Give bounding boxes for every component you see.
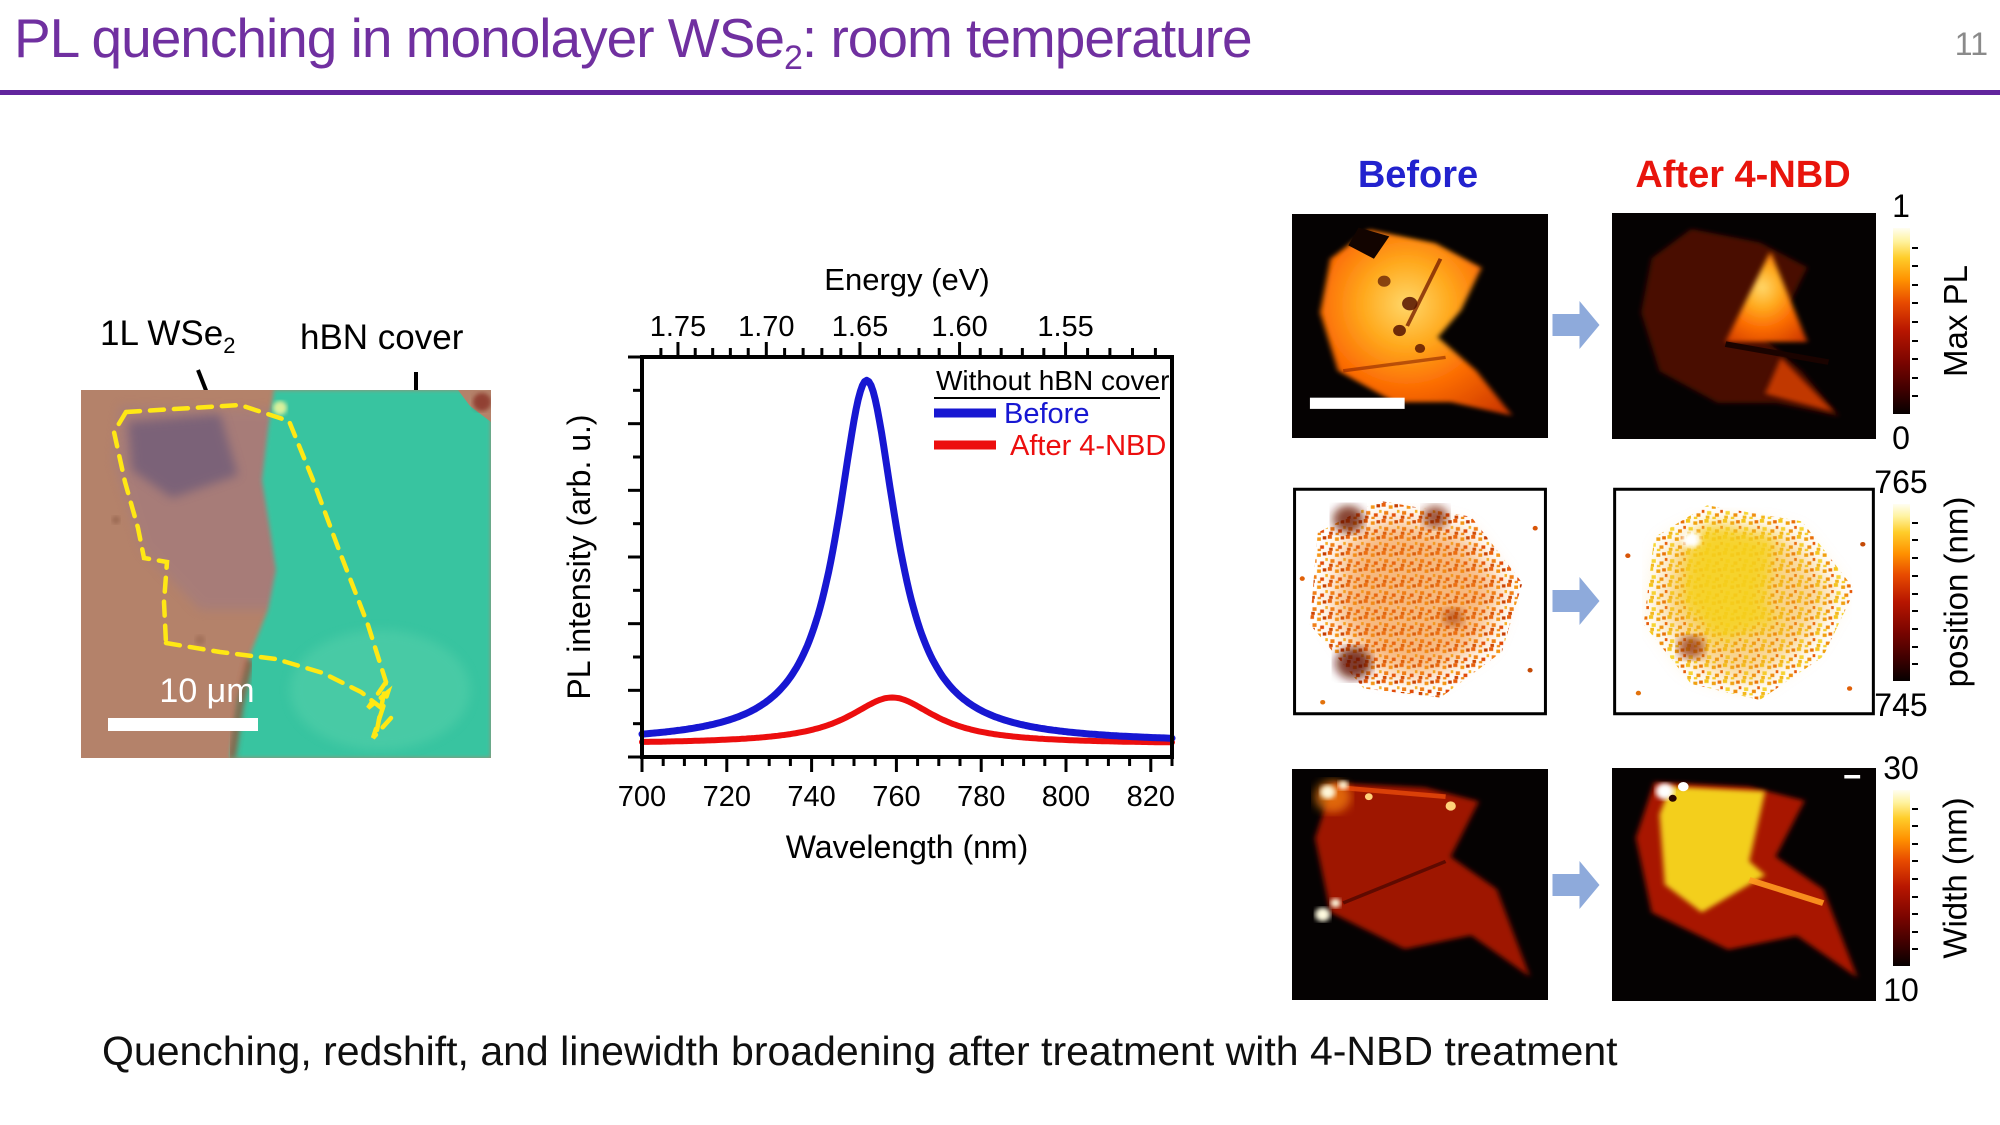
colorbar-tick: [1912, 339, 1918, 342]
colorbar-min-value: 745: [1874, 687, 1928, 723]
map-scale-bar: [1309, 397, 1405, 409]
y-axis-title: PL intensity (arb. u.): [561, 414, 597, 699]
colorbar-tick: [1912, 842, 1918, 845]
map-width-after: [1612, 768, 1876, 1001]
energy-tick-label: 1.75: [650, 311, 706, 343]
scale-bar-label: 10 μm: [159, 672, 255, 710]
flake-label: 1L WSe2: [100, 314, 236, 358]
colorbar-tick: [1912, 895, 1918, 898]
wavelength-tick-label: 720: [703, 781, 751, 813]
scale-bar: [108, 718, 258, 731]
colorbar-tick: [1912, 265, 1918, 268]
optical-micrograph-panel: 1L WSe2 hBN cover: [80, 310, 492, 762]
micrograph-image: [81, 369, 491, 758]
colorbar-tick: [1912, 592, 1918, 595]
transition-arrow-icon: [1552, 301, 1600, 349]
top-axis-title: Energy (eV): [824, 262, 989, 297]
energy-tick-label: 1.65: [832, 311, 888, 343]
cover-label: hBN cover: [300, 318, 464, 357]
colorbar-min-value: 10: [1883, 972, 1919, 1008]
colorbar-tick: [1912, 627, 1918, 630]
series-after-4-nbd: [639, 694, 1175, 746]
colorbar-tick: [1912, 825, 1918, 828]
energy-tick-label: 1.55: [1037, 311, 1093, 343]
x-axis-tick-labels: 700 720 740 760 780 800 820: [618, 781, 1175, 813]
x-axis-title: Wavelength (nm): [786, 829, 1028, 865]
colorbar-max-value: 1: [1892, 188, 1910, 224]
colorbar-tick: [1912, 930, 1918, 933]
page-title: PL quenching in monolayer WSe2: room tem…: [14, 7, 1253, 77]
map-maxpl-before: [1292, 214, 1548, 438]
series-before: [638, 376, 1176, 742]
colorbar-tick: [1912, 557, 1918, 560]
plot-frame: [640, 355, 1174, 759]
map-position-after: [1612, 487, 1876, 716]
energy-tick-label: 1.70: [738, 311, 794, 343]
map-maxpl-after: [1612, 213, 1876, 439]
colorbar-max-value: 30: [1883, 750, 1919, 786]
top-axis-tick-labels: 1.75 1.70 1.65 1.60 1.55: [650, 311, 1094, 343]
colorbar-tick: [1912, 860, 1918, 863]
spectrum-curves: [638, 376, 1176, 746]
colorbar-tick: [1912, 663, 1918, 666]
title-subscript: 2: [783, 39, 803, 77]
colorbar-tick: [1912, 574, 1918, 577]
transition-arrow-icon: [1552, 861, 1600, 909]
colorbar-tick: [1912, 948, 1918, 951]
flake-outline-dashed: [111, 402, 394, 740]
colorbar-position: 765 745 position (nm): [1868, 464, 2000, 744]
map-position-before: [1292, 487, 1548, 716]
legend-label-after: After 4-NBD: [1010, 430, 1166, 462]
colorbar-gradient: [1893, 228, 1918, 414]
maps-header-before: Before: [1357, 154, 1479, 196]
colorbar-tick: [1912, 283, 1918, 286]
colorbar-tick: [1912, 807, 1918, 810]
colorbar-tick: [1912, 878, 1918, 880]
colorbar-maxpl: 1 0 Max PL: [1868, 188, 2000, 468]
wavelength-tick-label: 700: [618, 781, 666, 813]
pl-spectrum-chart: Energy (eV) 1.75 1.70 1.65 1.60 1.55 700 720 7…: [561, 262, 1176, 865]
colorbar-min-value: 0: [1892, 420, 1910, 456]
wavelength-tick-label: 800: [1042, 781, 1090, 813]
wavelength-tick-label: 780: [957, 781, 1005, 813]
colorbar-tick: [1912, 539, 1918, 542]
colorbar-tick: [1912, 246, 1918, 249]
legend-label-before: Before: [1004, 398, 1089, 430]
wavelength-tick-label: 760: [872, 781, 920, 813]
wavelength-tick-label: 740: [787, 781, 835, 813]
colorbar-max-value: 765: [1874, 464, 1928, 500]
colorbar-gradient: [1893, 504, 1918, 681]
slide-caption: Quenching, redshift, and linewidth broad…: [102, 1028, 1618, 1074]
maps-header-after: After 4-NBD: [1635, 154, 1851, 196]
colorbar-tick: [1912, 302, 1918, 305]
colorbar-tick: [1912, 913, 1918, 916]
colorbar-tick: [1912, 395, 1918, 398]
wavelength-tick-label: 820: [1127, 781, 1175, 813]
page-number: 11: [1954, 26, 1988, 62]
transition-arrow-icon: [1552, 577, 1600, 625]
colorbar-tick: [1912, 321, 1918, 323]
legend: Without hBN cover Before After 4-NBD: [934, 365, 1169, 462]
colorbar-gradient: [1893, 790, 1918, 966]
title-divider: [0, 90, 2000, 95]
legend-title: Without hBN cover: [936, 365, 1169, 396]
map-width-before: [1292, 769, 1548, 1000]
colorbar-tick: [1912, 358, 1918, 361]
colorbar-tick: [1912, 645, 1918, 648]
colorbar-tick: [1912, 521, 1918, 524]
colorbar-width: 30 10 Width (nm): [1868, 750, 2000, 1030]
colorbar-tick: [1912, 376, 1918, 379]
colorbar-tick: [1912, 610, 1918, 613]
energy-tick-label: 1.60: [931, 311, 987, 343]
